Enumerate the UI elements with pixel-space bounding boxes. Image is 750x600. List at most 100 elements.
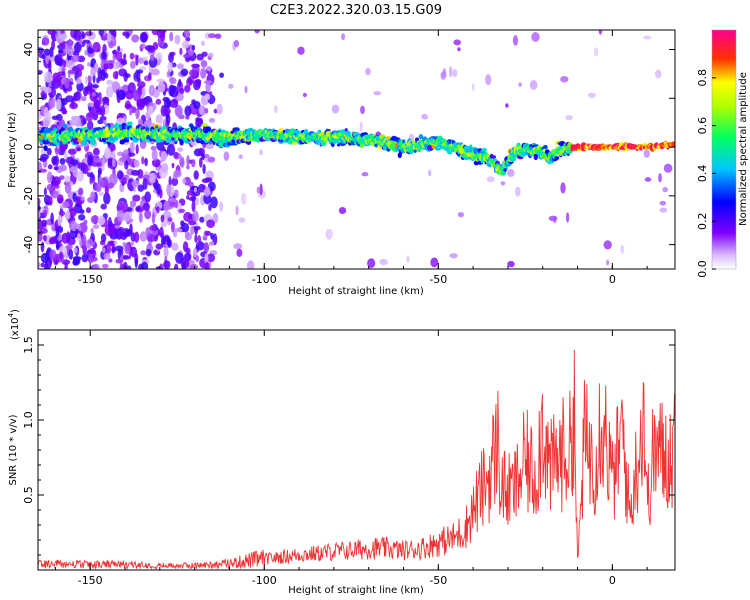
heatmap-noise-cell xyxy=(41,93,48,100)
heatmap-noise-cell xyxy=(40,153,49,161)
heatmap-noise-cell xyxy=(117,248,122,260)
heatmap-noise-cell xyxy=(367,258,376,269)
heatmap-noise-cell xyxy=(66,231,71,243)
heatmap-ridge-cell xyxy=(500,170,507,176)
colorbar-tick-label: 0.6 xyxy=(696,117,709,135)
heatmap-noise-cell xyxy=(130,60,136,69)
heatmap-noise-cell xyxy=(75,64,85,71)
heatmap-ridge-cell xyxy=(126,121,133,126)
heatmap-noise-cell xyxy=(152,102,157,111)
heatmap-noise-cell xyxy=(204,107,209,114)
heatmap-ridge-cell xyxy=(320,142,327,147)
heatmap-noise-cell xyxy=(173,189,179,199)
heatmap-noise-cell xyxy=(147,234,157,242)
colorbar-tick-label: 0.8 xyxy=(696,69,709,87)
heatmap-noise-cell xyxy=(662,186,668,193)
heatmap-noise-cell xyxy=(97,167,102,176)
heatmap-noise-cell xyxy=(72,192,77,203)
heatmap-noise-cell xyxy=(206,65,212,72)
heatmap-ridge-cell xyxy=(67,126,74,133)
heatmap-noise-cell xyxy=(82,39,91,44)
heatmap-noise-cell xyxy=(241,193,247,205)
heatmap-noise-cell xyxy=(122,31,127,37)
heatmap-noise-cell xyxy=(108,173,118,186)
heatmap-noise-cell xyxy=(214,33,222,39)
heatmap-noise-cell xyxy=(49,249,57,260)
heatmap-noise-cell xyxy=(184,232,192,241)
heatmap-noise-cell xyxy=(77,69,83,78)
heatmap-noise-cell xyxy=(156,78,165,83)
heatmap-ridge-cell xyxy=(481,148,488,152)
heatmap-noise-cell xyxy=(87,120,94,131)
heatmap-y-ticks: -40 -20 0 20 40 xyxy=(22,36,675,270)
heatmap-noise-cell xyxy=(529,80,538,90)
heatmap-noise-cell xyxy=(161,162,169,173)
heatmap-noise-cell xyxy=(228,83,234,89)
heatmap-noise-cell xyxy=(593,47,599,57)
snr-y-tick-label: 1.0 xyxy=(22,411,35,429)
heatmap-noise-cell xyxy=(78,187,84,196)
heatmap-noise-cell xyxy=(186,195,190,200)
heatmap-noise-cell xyxy=(93,147,100,156)
heatmap-noise-cell xyxy=(188,69,198,77)
heatmap-noise-cell xyxy=(172,230,178,238)
heatmap-noise-cell xyxy=(83,163,89,175)
heatmap-noise-cell xyxy=(208,203,212,212)
heatmap-noise-cell xyxy=(64,150,68,160)
heatmap-noise-cell xyxy=(210,196,218,209)
heatmap-noise-cell xyxy=(56,194,64,204)
heatmap-noise-cell xyxy=(59,164,67,172)
heatmap-noise-cell xyxy=(159,189,163,199)
heatmap-noise-cell xyxy=(183,211,193,222)
heatmap-noise-cell xyxy=(197,235,202,244)
heatmap-noise-cell xyxy=(86,62,91,67)
heatmap-ridge-cell xyxy=(43,145,48,152)
heatmap-noise-cell xyxy=(75,77,82,85)
heatmap-noise-cell xyxy=(179,47,183,56)
heatmap-noise-cell xyxy=(64,261,68,269)
heatmap-noise-cell xyxy=(54,260,59,265)
heatmap-noise-cell xyxy=(136,98,145,111)
heatmap-noise-cell xyxy=(141,87,146,97)
heatmap-noise-cell xyxy=(178,208,186,213)
heatmap-noise-cell xyxy=(254,30,260,34)
snr-x-tick-label: 0 xyxy=(609,574,616,587)
heatmap-noise-cell xyxy=(72,256,81,266)
heatmap-noise-cell xyxy=(169,31,174,42)
heatmap-noise-cell xyxy=(193,101,201,109)
heatmap-noise-cell xyxy=(106,79,114,86)
chart-title: C2E3.2022.320.03.15.G09 xyxy=(270,3,442,18)
heatmap-noise-cell xyxy=(163,246,169,259)
heatmap-noise-cell xyxy=(135,107,140,120)
heatmap-noise-cell xyxy=(59,251,64,260)
heatmap-noise-cell xyxy=(110,223,116,234)
heatmap-noise-cell xyxy=(244,85,248,94)
heatmap-noise-cell xyxy=(55,240,60,251)
heatmap-noise-cell xyxy=(67,69,77,75)
heatmap-noise-cell xyxy=(273,105,278,113)
heatmap-noise-cell xyxy=(111,246,117,253)
heatmap-noise-cell xyxy=(259,149,263,156)
heatmap-noise-cell xyxy=(116,89,126,100)
heatmap-noise-cell xyxy=(48,59,52,72)
heatmap-noise-cell xyxy=(69,102,78,110)
heatmap-ridge-cell xyxy=(179,141,184,145)
heatmap-noise-cell xyxy=(81,234,87,246)
heatmap-noise-cell xyxy=(598,30,603,35)
heatmap-noise-cell xyxy=(193,187,197,193)
heatmap-noise-cell xyxy=(195,255,200,263)
heatmap-noise-cell xyxy=(643,149,650,158)
heatmap-noise-cell xyxy=(84,76,88,85)
heatmap-noise-cell xyxy=(200,67,207,79)
heatmap-noise-cell xyxy=(186,190,193,196)
heatmap-noise-cell xyxy=(182,241,189,253)
heatmap-noise-cell xyxy=(177,147,184,153)
heatmap-noise-cell xyxy=(124,160,129,170)
heatmap-noise-cell xyxy=(68,248,74,260)
heatmap-noise-cell xyxy=(171,162,175,169)
heatmap-noise-cell xyxy=(139,66,147,71)
heatmap-noise-cell xyxy=(236,248,243,257)
heatmap-noise-cell xyxy=(430,257,439,268)
heatmap-noise-cell xyxy=(61,107,67,115)
heatmap-noise-cell xyxy=(137,184,145,192)
